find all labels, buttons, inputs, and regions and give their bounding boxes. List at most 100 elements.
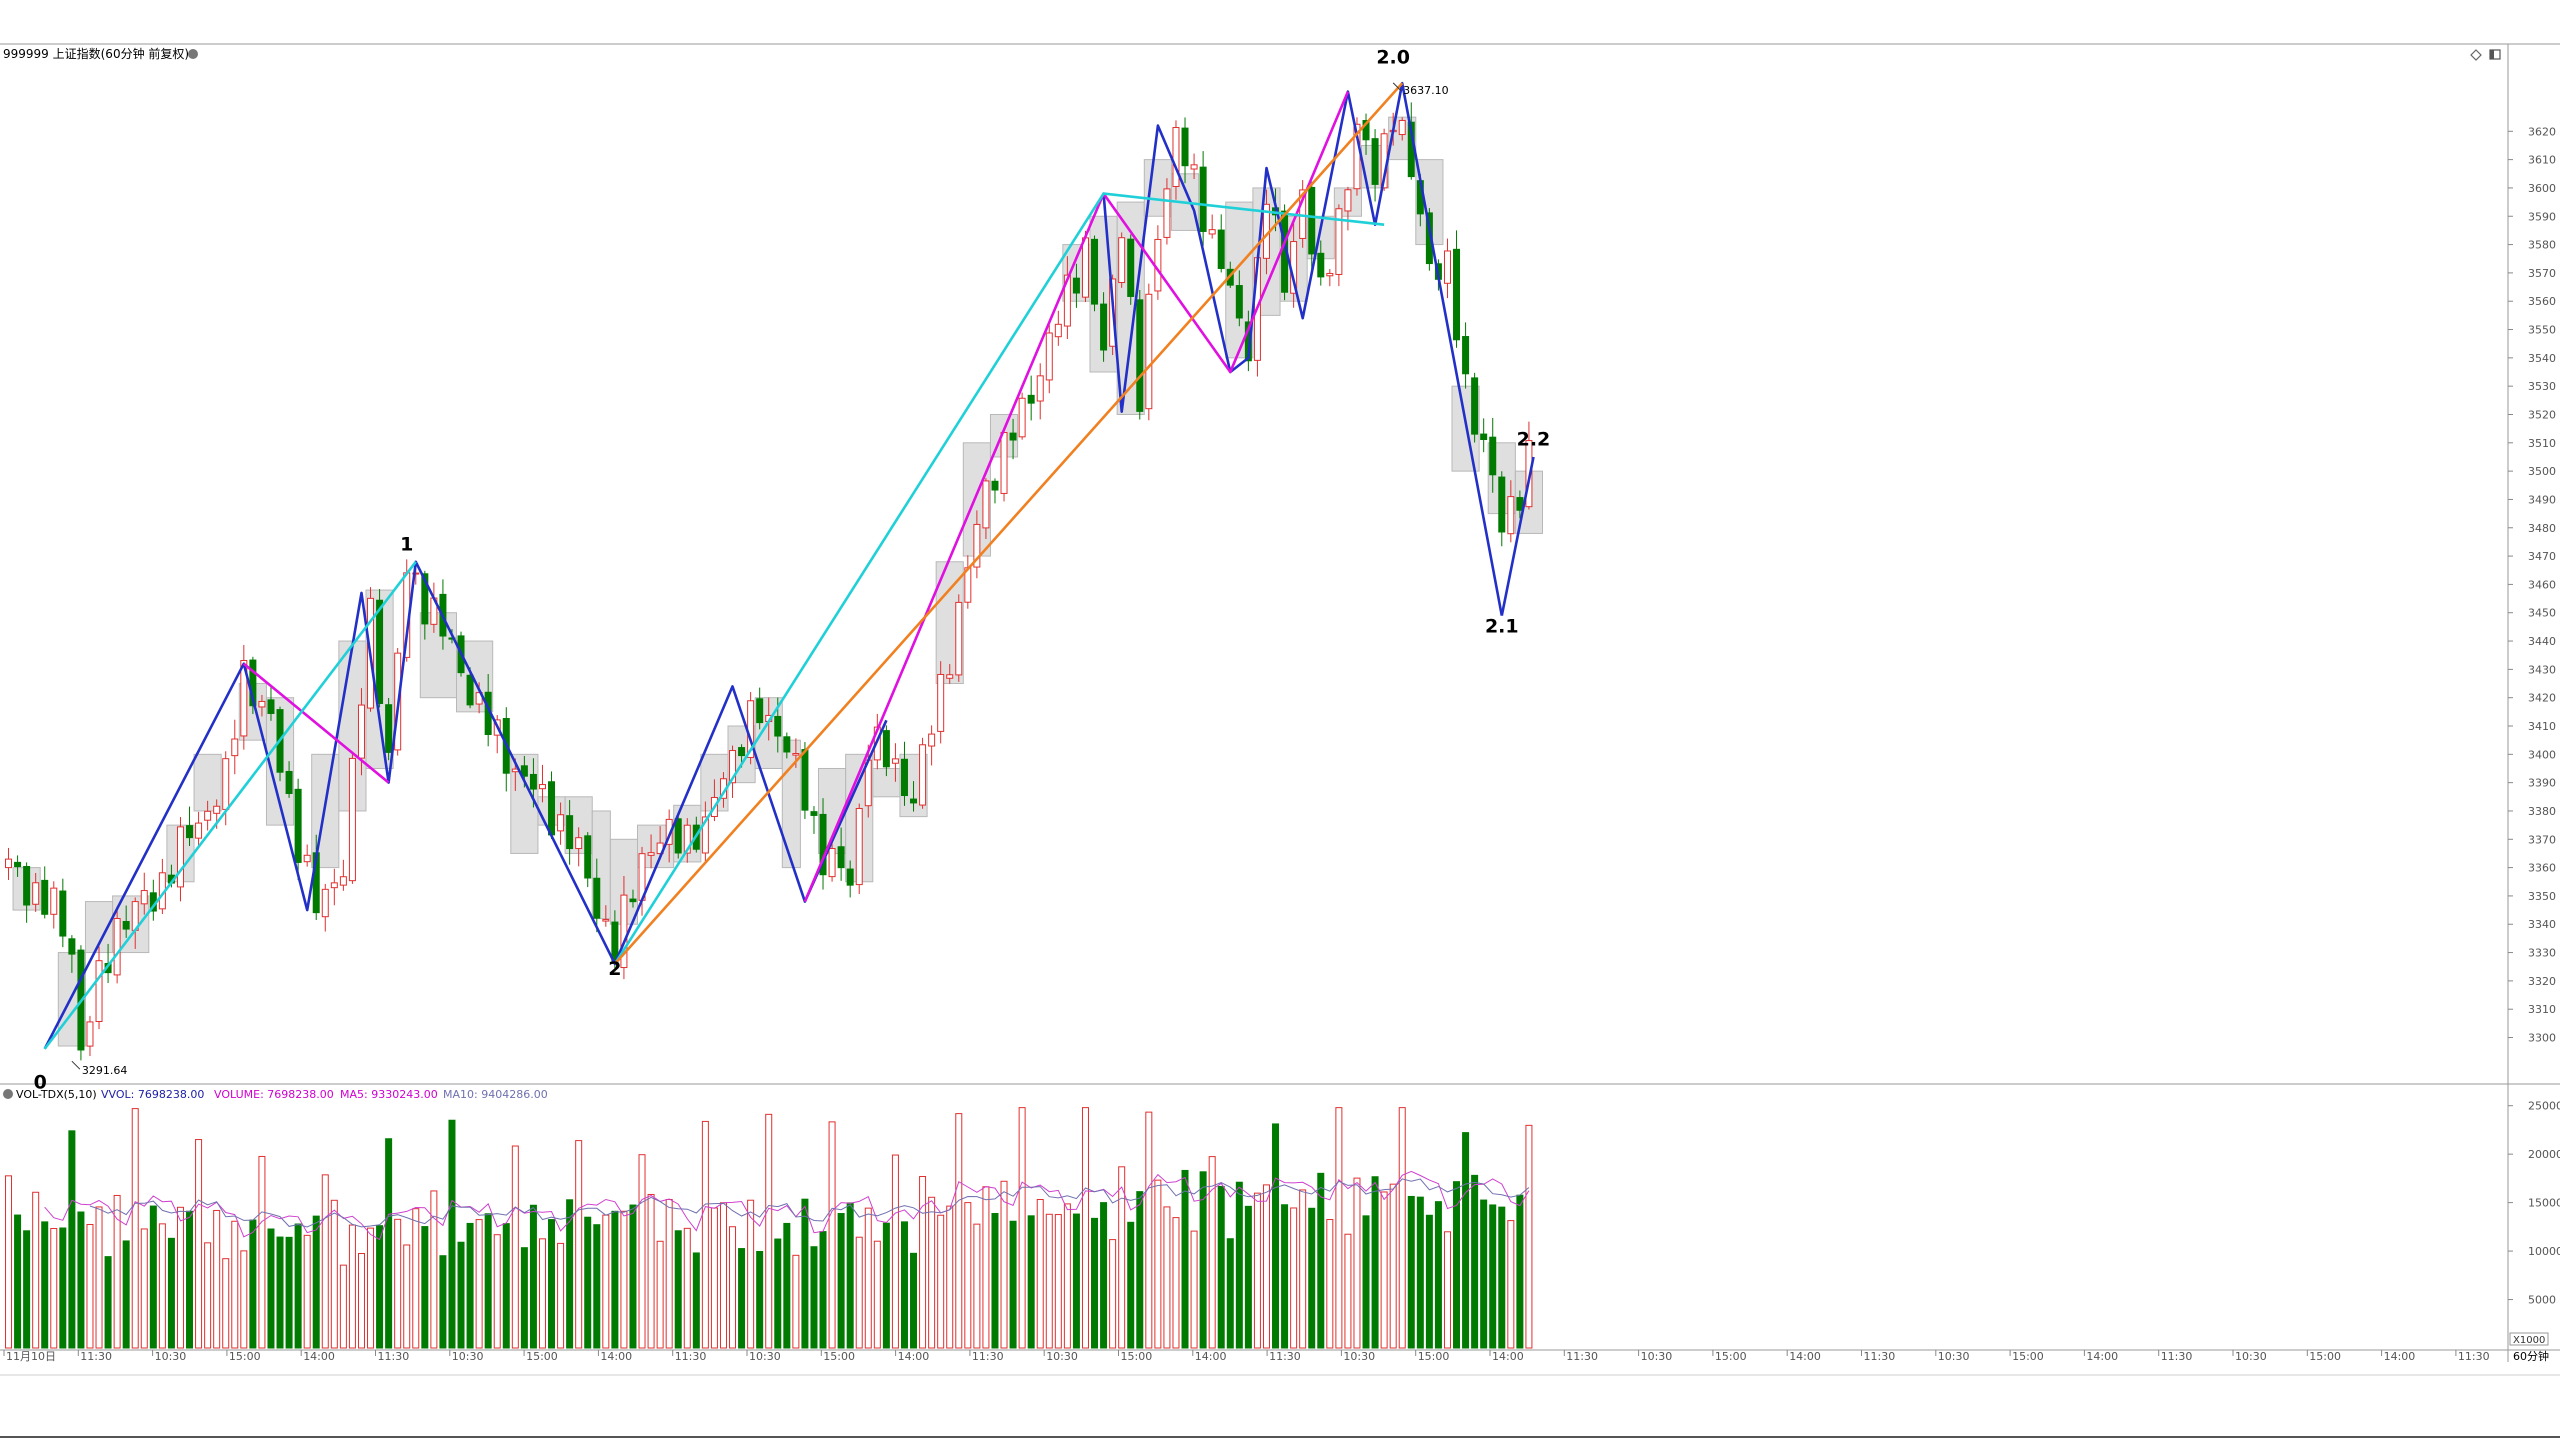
candle-down <box>385 704 393 753</box>
volume-bar-up <box>928 1196 936 1349</box>
volume-settings-icon[interactable] <box>3 1089 13 1099</box>
candle-up <box>1081 237 1089 298</box>
x-axis-label: 11:30 <box>972 1350 1004 1363</box>
volume-bar-down <box>1453 1181 1461 1349</box>
candle-up <box>647 852 655 856</box>
volume-bar-up <box>258 1155 266 1349</box>
candle-down <box>1235 285 1243 319</box>
candle-up <box>1000 432 1008 494</box>
wave-line-blue <box>1102 81 1504 616</box>
candle-down <box>294 788 302 863</box>
x-axis-label: 14:00 <box>1789 1350 1821 1363</box>
x-axis-label: 15:00 <box>229 1350 261 1363</box>
x-axis-label: 11:30 <box>1269 1350 1301 1363</box>
volume-bar-down <box>122 1240 130 1349</box>
low-marker-arrow <box>71 1060 81 1070</box>
volume-bar-down <box>629 1204 637 1349</box>
candle-up <box>50 887 58 915</box>
volume-bar-up <box>1398 1107 1406 1349</box>
volume-bar-up <box>430 1190 438 1349</box>
candle-down <box>674 818 682 854</box>
high-marker-arrow <box>1392 82 1402 92</box>
volume-bar-up <box>231 1220 239 1349</box>
volume-bar-up <box>321 1174 329 1349</box>
volume-bar-up <box>1081 1107 1089 1349</box>
candle-up <box>240 660 248 737</box>
candle-down <box>285 770 293 794</box>
candle-up <box>955 601 963 676</box>
volume-bar-down <box>1100 1202 1108 1349</box>
candle-up <box>140 890 148 905</box>
candle-down <box>1027 394 1035 404</box>
candle-down <box>23 866 31 906</box>
volume-bar-up <box>1000 1180 1008 1349</box>
volume-bar-up <box>538 1238 546 1349</box>
volume-bar-down <box>529 1204 537 1349</box>
volume-bar-up <box>873 1240 881 1349</box>
volume-bar-up <box>946 1205 954 1349</box>
volume-tick-label: 5000 <box>2528 1294 2556 1307</box>
candle-down <box>1362 119 1370 141</box>
volume-bar-down <box>312 1215 320 1349</box>
volume-bar-down <box>611 1210 619 1349</box>
volume-bar-down <box>783 1222 791 1349</box>
unit-box <box>2509 1332 2549 1346</box>
volume-bar-down <box>882 1222 890 1349</box>
volume-bar-up <box>1045 1213 1053 1349</box>
volume-bar-up <box>828 1121 836 1349</box>
candle-down <box>1009 432 1017 441</box>
volume-bar-down <box>674 1230 682 1349</box>
volume-tick-label: 15000 <box>2528 1197 2560 1210</box>
price-tick-label: 3470 <box>2528 550 2556 563</box>
volume-ma5-line <box>44 1170 1530 1241</box>
price-tick-label: 3520 <box>2528 408 2556 421</box>
candle-up <box>95 960 103 1023</box>
candle-down <box>1480 433 1488 440</box>
x-axis-label: 14:00 <box>1492 1350 1524 1363</box>
volume-bar-down <box>484 1213 492 1349</box>
candle-up <box>1190 164 1198 170</box>
volume-bar-down <box>448 1119 456 1349</box>
volume-bar-up <box>412 1208 420 1349</box>
candle-down <box>819 813 827 876</box>
x-axis-label: 10:30 <box>1938 1350 1970 1363</box>
x-axis-label: 10:30 <box>2235 1350 2267 1363</box>
candle-down <box>1462 336 1470 375</box>
volume-bar-down <box>1471 1174 1479 1349</box>
candle-up <box>602 919 610 922</box>
volume-bar-down <box>149 1205 157 1349</box>
candle-up <box>195 822 203 839</box>
candle-down <box>774 715 782 737</box>
volume-bar-up <box>330 1199 338 1349</box>
candle-down <box>41 879 49 915</box>
volume-bar-up <box>357 1253 365 1349</box>
settings-circle-icon[interactable] <box>188 49 198 59</box>
volume-bar-down <box>104 1256 112 1349</box>
candle-down <box>1136 299 1144 412</box>
volume-bar-down <box>1362 1215 1370 1349</box>
volume-bar-up <box>511 1145 519 1349</box>
candle-up <box>32 882 40 905</box>
candle-up <box>303 854 311 863</box>
candle-down <box>1072 277 1080 294</box>
volume-bar-down <box>1371 1176 1379 1349</box>
volume-bar-up <box>1154 1179 1162 1349</box>
volume-bar-up <box>973 1223 981 1349</box>
candle-up <box>792 753 800 756</box>
x-axis-label: 14:00 <box>2086 1350 2118 1363</box>
price-tick-label: 3300 <box>2528 1032 2556 1045</box>
diamond-icon[interactable] <box>2470 49 2482 61</box>
price-tick-label: 3590 <box>2528 210 2556 223</box>
x-axis-label: 11:30 <box>2458 1350 2490 1363</box>
wave-label: 0 <box>34 1071 47 1093</box>
candle-down <box>421 573 429 625</box>
x-axis-label: 14:00 <box>600 1350 632 1363</box>
price-tick-label: 3340 <box>2528 918 2556 931</box>
candle-down <box>1453 248 1461 341</box>
volume-bar-down <box>548 1219 556 1349</box>
candle-down <box>1471 377 1479 435</box>
volume-bar-down <box>1462 1132 1470 1349</box>
candle-up <box>1344 189 1352 212</box>
period-label: 60分钟 <box>2513 1349 2549 1363</box>
volume-unit-label: X1000 <box>2513 1335 2545 1346</box>
